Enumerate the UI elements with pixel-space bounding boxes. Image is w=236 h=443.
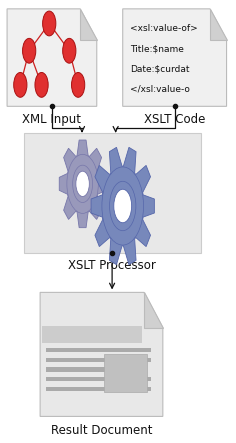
Circle shape (102, 167, 143, 245)
FancyBboxPatch shape (46, 377, 151, 381)
FancyBboxPatch shape (46, 387, 151, 391)
FancyBboxPatch shape (46, 348, 151, 352)
FancyBboxPatch shape (46, 358, 151, 362)
Text: Date:$curdat: Date:$curdat (130, 64, 189, 73)
Text: Title:$name: Title:$name (130, 44, 184, 53)
Circle shape (43, 11, 56, 36)
Text: <xsl:value-of>: <xsl:value-of> (130, 24, 198, 33)
Circle shape (72, 73, 85, 97)
FancyBboxPatch shape (104, 354, 147, 392)
Polygon shape (40, 292, 163, 416)
Polygon shape (123, 9, 227, 106)
FancyBboxPatch shape (24, 133, 201, 253)
Circle shape (67, 154, 98, 214)
Circle shape (114, 189, 132, 223)
Circle shape (76, 171, 89, 197)
Polygon shape (80, 9, 97, 40)
Circle shape (23, 39, 36, 63)
Polygon shape (7, 9, 97, 106)
Circle shape (63, 39, 76, 63)
Text: </xsl:value-o: </xsl:value-o (130, 84, 190, 93)
Text: XSLT Code: XSLT Code (144, 113, 205, 126)
Polygon shape (91, 148, 154, 264)
FancyBboxPatch shape (42, 326, 142, 343)
Text: Result Document: Result Document (51, 424, 152, 437)
Text: XSLT Processor: XSLT Processor (68, 259, 156, 272)
Polygon shape (144, 292, 163, 328)
Polygon shape (59, 140, 106, 228)
FancyBboxPatch shape (46, 367, 119, 372)
Text: XML Input: XML Input (22, 113, 81, 126)
Circle shape (35, 73, 48, 97)
Circle shape (14, 73, 27, 97)
Polygon shape (210, 9, 227, 40)
